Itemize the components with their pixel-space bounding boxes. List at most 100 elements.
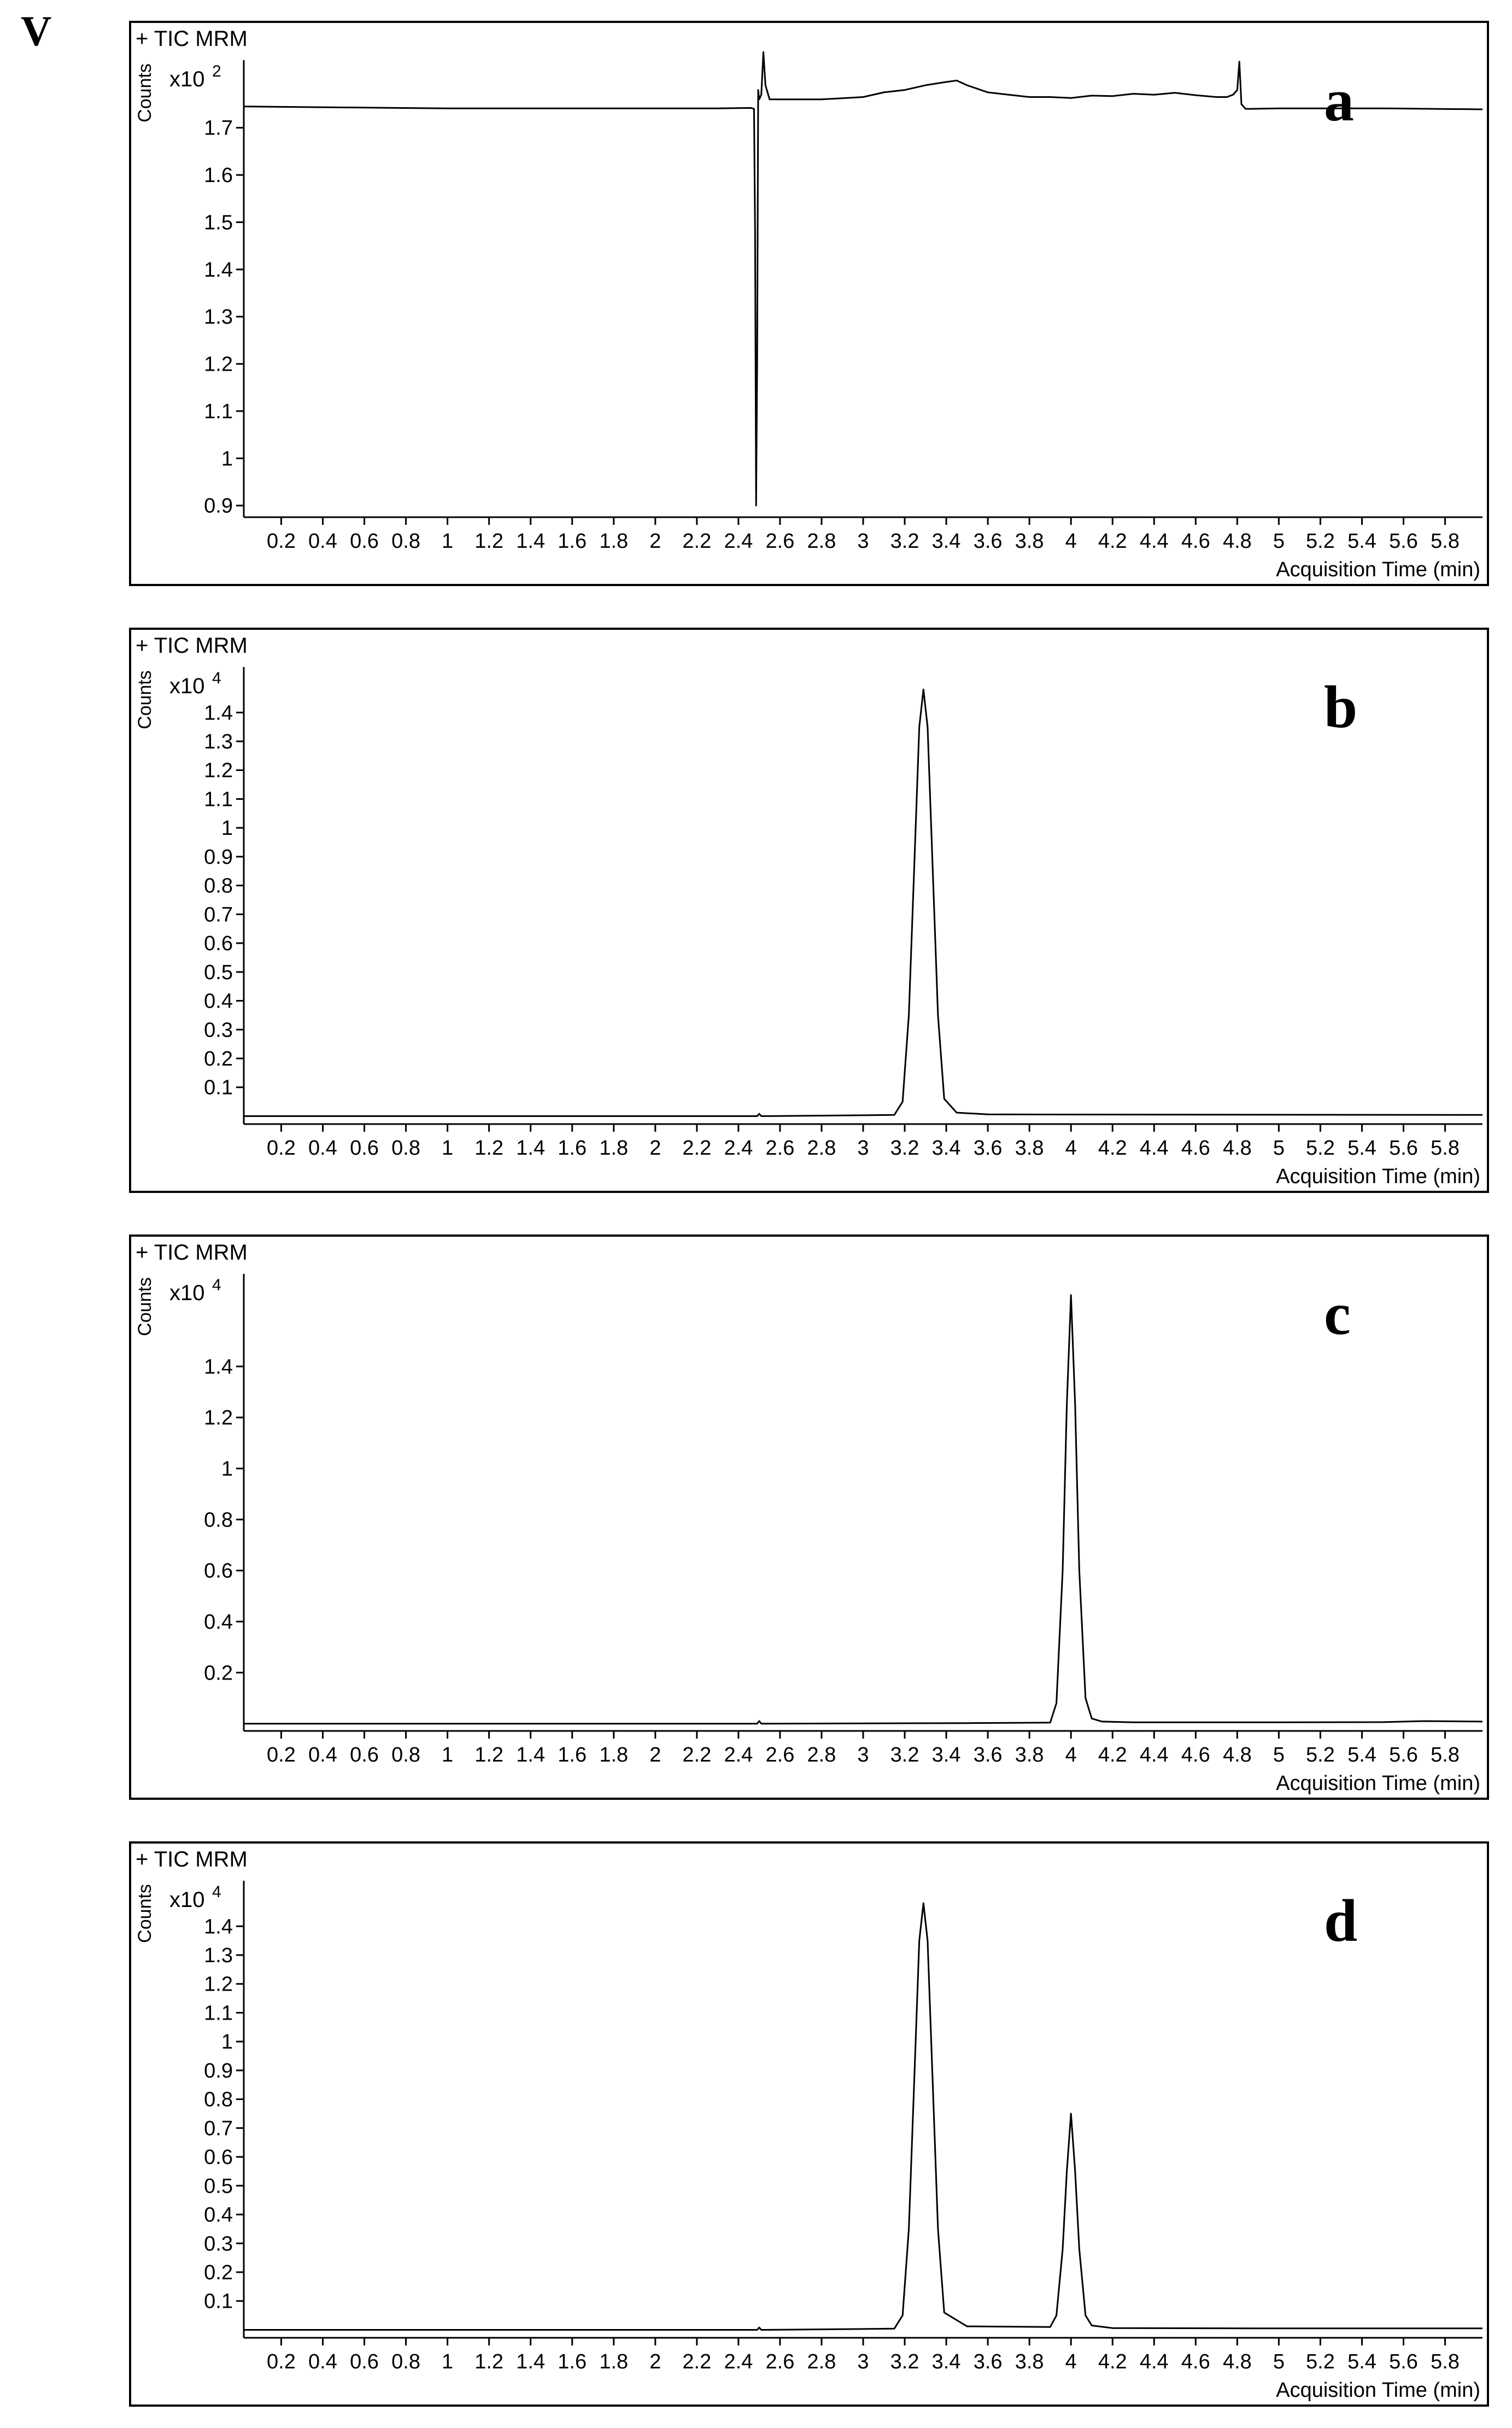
x-axis-label: Acquisition Time (min) (1276, 1165, 1480, 1188)
x-tick-label: 1 (442, 1137, 453, 1160)
x-tick-label: 0.2 (267, 530, 296, 553)
panel-letter: c (1324, 1280, 1351, 1347)
x-axis-label: Acquisition Time (min) (1276, 558, 1480, 581)
x-tick-label: 4.8 (1223, 1744, 1252, 1766)
x-tick-label: 4 (1065, 530, 1077, 553)
chromatogram-trace (243, 51, 1483, 507)
x-tick-label: 5.4 (1347, 2350, 1376, 2373)
x-tick-label: 4.6 (1181, 1137, 1210, 1160)
x-tick-label: 2.4 (724, 2350, 753, 2373)
y-exponent: 4 (212, 669, 221, 687)
y-tick-label: 1 (221, 2031, 233, 2053)
x-tick-label: 1.2 (474, 1137, 503, 1160)
x-tick-label: 2.8 (807, 1744, 836, 1766)
x-tick-label: 1.2 (474, 2350, 503, 2373)
x-tick-label: 4.4 (1140, 1137, 1169, 1160)
x-tick-label: 2.4 (724, 530, 753, 553)
y-tick-label: 0.2 (204, 2261, 233, 2284)
y-tick-label: 0.5 (204, 2175, 233, 2198)
x-tick-label: 2.4 (724, 1744, 753, 1766)
figure-label: V (21, 7, 52, 55)
x-tick-label: 1.4 (516, 1744, 545, 1766)
x-tick-label: 5.6 (1389, 1744, 1418, 1766)
x-tick-label: 5.4 (1347, 530, 1376, 553)
x-tick-label: 2.2 (682, 530, 711, 553)
x-tick-label: 4.8 (1223, 2350, 1252, 2373)
x-tick-label: 5 (1273, 1137, 1285, 1160)
y-tick-label: 0.9 (204, 846, 233, 869)
x-tick-label: 3.6 (974, 1137, 1003, 1160)
panel-letter: d (1324, 1887, 1357, 1954)
x-tick-label: 0.8 (391, 2350, 420, 2373)
x-tick-label: 3.2 (890, 2350, 919, 2373)
y-tick-label: 1.2 (204, 353, 233, 376)
x-tick-label: 3.8 (1015, 1744, 1044, 1766)
x-tick-label: 4 (1065, 2350, 1077, 2373)
x-tick-label: 1.4 (516, 1137, 545, 1160)
y-tick-label: 0.6 (204, 1560, 233, 1583)
x-tick-label: 3 (857, 2350, 869, 2373)
x-tick-label: 1.6 (558, 1137, 587, 1160)
x-tick-label: 0.8 (391, 530, 420, 553)
panel-frame (129, 21, 1489, 586)
x-tick-label: 1.4 (516, 530, 545, 553)
x-tick-label: 3 (857, 1744, 869, 1766)
y-tick-label: 0.8 (204, 875, 233, 898)
x-tick-label: 4.6 (1181, 530, 1210, 553)
y-multiplier: x10 (169, 1888, 205, 1912)
x-tick-label: 5.4 (1347, 1744, 1376, 1766)
x-tick-label: 5.8 (1431, 1137, 1460, 1160)
y-tick-label: 1 (221, 447, 233, 470)
x-tick-label: 4.4 (1140, 530, 1169, 553)
y-tick-label: 0.1 (204, 2290, 233, 2313)
panel-frame (129, 1841, 1489, 2407)
x-tick-label: 3 (857, 1137, 869, 1160)
x-tick-label: 1.6 (558, 1744, 587, 1766)
x-tick-label: 5.4 (1347, 1137, 1376, 1160)
x-tick-label: 2 (649, 2350, 661, 2373)
y-tick-label: 0.9 (204, 2060, 233, 2082)
y-tick-label: 0.2 (204, 1661, 233, 1684)
x-tick-label: 1.4 (516, 2350, 545, 2373)
x-tick-label: 4.6 (1181, 1744, 1210, 1766)
y-tick-label: 0.5 (204, 961, 233, 984)
chromatogram-trace (244, 688, 1483, 1117)
x-tick-label: 2.6 (766, 530, 795, 553)
y-tick-label: 0.3 (204, 2232, 233, 2255)
x-tick-label: 5.8 (1431, 2350, 1460, 2373)
y-tick-label: 0.4 (204, 1611, 233, 1634)
x-tick-label: 1.8 (599, 1744, 628, 1766)
x-tick-label: 0.8 (391, 1744, 420, 1766)
x-tick-label: 3.2 (890, 1744, 919, 1766)
x-tick-label: 2.4 (724, 1137, 753, 1160)
chart-title: + TIC MRM (136, 1241, 248, 1265)
x-tick-label: 4.6 (1181, 2350, 1210, 2373)
x-tick-label: 2.2 (682, 2350, 711, 2373)
chromatogram-trace (244, 1902, 1482, 2331)
y-tick-label: 1.6 (204, 164, 233, 187)
x-tick-label: 5.2 (1306, 1137, 1335, 1160)
y-tick-label: 0.2 (204, 1048, 233, 1070)
x-tick-label: 3.6 (974, 2350, 1003, 2373)
y-tick-label: 1.4 (204, 1915, 233, 1938)
y-exponent: 2 (212, 62, 221, 80)
x-tick-label: 4.2 (1098, 530, 1127, 553)
x-tick-label: 2.2 (682, 1137, 711, 1160)
x-tick-label: 4.8 (1223, 530, 1252, 553)
y-axis-label: Counts (134, 1884, 155, 1943)
x-tick-label: 0.4 (308, 530, 337, 553)
panel-frame (129, 628, 1489, 1193)
x-tick-label: 2.6 (766, 1744, 795, 1766)
y-tick-label: 0.4 (204, 990, 233, 1013)
panel-letter: b (1324, 674, 1357, 740)
y-tick-label: 0.8 (204, 1508, 233, 1531)
y-axis-label: Counts (134, 63, 155, 122)
y-tick-label: 1.3 (204, 1944, 233, 1967)
x-tick-label: 2.8 (807, 2350, 836, 2373)
x-axis-label: Acquisition Time (min) (1276, 2379, 1480, 2402)
x-tick-label: 2 (649, 1137, 661, 1160)
y-tick-label: 1.2 (204, 1407, 233, 1430)
panel-letter: a (1324, 67, 1354, 133)
x-tick-label: 3.6 (974, 1744, 1003, 1766)
y-axis-label: Counts (134, 1277, 155, 1336)
